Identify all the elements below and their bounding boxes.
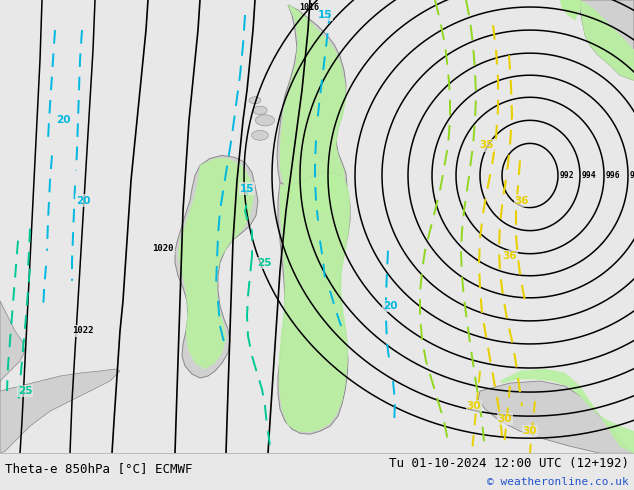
Text: 25: 25 — [257, 258, 271, 268]
Polygon shape — [280, 5, 346, 213]
Polygon shape — [278, 172, 350, 434]
Polygon shape — [279, 174, 350, 432]
Polygon shape — [253, 106, 267, 115]
Text: 992: 992 — [560, 171, 574, 180]
Polygon shape — [178, 158, 254, 369]
Polygon shape — [0, 301, 25, 453]
Text: 15: 15 — [318, 10, 332, 20]
Polygon shape — [478, 381, 634, 453]
Text: 20: 20 — [383, 301, 398, 311]
Text: 36: 36 — [503, 251, 517, 261]
Polygon shape — [580, 0, 634, 80]
Polygon shape — [580, 0, 634, 80]
Polygon shape — [252, 130, 268, 140]
Text: 994: 994 — [582, 171, 597, 180]
Polygon shape — [500, 369, 634, 453]
Text: Theta-e 850hPa [°C] ECMWF: Theta-e 850hPa [°C] ECMWF — [5, 462, 193, 475]
Text: 1022: 1022 — [72, 326, 93, 336]
Text: © weatheronline.co.uk: © weatheronline.co.uk — [487, 477, 629, 487]
Text: 30: 30 — [523, 426, 537, 436]
Polygon shape — [249, 97, 261, 104]
Text: 35: 35 — [480, 141, 495, 150]
Polygon shape — [0, 369, 120, 453]
Text: 30: 30 — [498, 414, 512, 424]
Text: 30: 30 — [467, 401, 481, 411]
Polygon shape — [256, 115, 275, 126]
Text: 36: 36 — [515, 196, 529, 205]
Text: 20: 20 — [56, 115, 70, 125]
Polygon shape — [175, 155, 258, 378]
Polygon shape — [277, 5, 347, 214]
Text: 998: 998 — [630, 171, 634, 180]
Text: 996: 996 — [606, 171, 621, 180]
Text: 1020: 1020 — [152, 244, 174, 253]
Polygon shape — [560, 0, 580, 20]
Text: Tu 01-10-2024 12:00 UTC (12+192): Tu 01-10-2024 12:00 UTC (12+192) — [389, 457, 629, 470]
Text: 20: 20 — [75, 196, 90, 205]
Text: 1016: 1016 — [299, 3, 319, 12]
Text: 15: 15 — [240, 184, 254, 194]
Text: 25: 25 — [18, 386, 32, 396]
